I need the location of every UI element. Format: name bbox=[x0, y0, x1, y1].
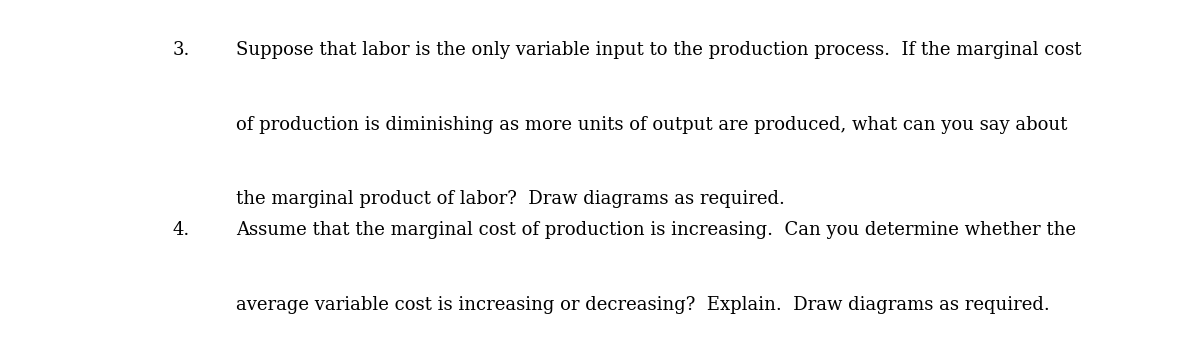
Text: of production is diminishing as more units of output are produced, what can you : of production is diminishing as more uni… bbox=[236, 116, 1068, 134]
Text: the marginal product of labor?  Draw diagrams as required.: the marginal product of labor? Draw diag… bbox=[236, 190, 785, 208]
Text: Assume that the marginal cost of production is increasing.  Can you determine wh: Assume that the marginal cost of product… bbox=[236, 221, 1076, 239]
Text: Suppose that labor is the only variable input to the production process.  If the: Suppose that labor is the only variable … bbox=[236, 41, 1082, 59]
Text: 4.: 4. bbox=[173, 221, 190, 239]
Text: average variable cost is increasing or decreasing?  Explain.  Draw diagrams as r: average variable cost is increasing or d… bbox=[236, 296, 1050, 314]
Text: 3.: 3. bbox=[173, 41, 190, 59]
